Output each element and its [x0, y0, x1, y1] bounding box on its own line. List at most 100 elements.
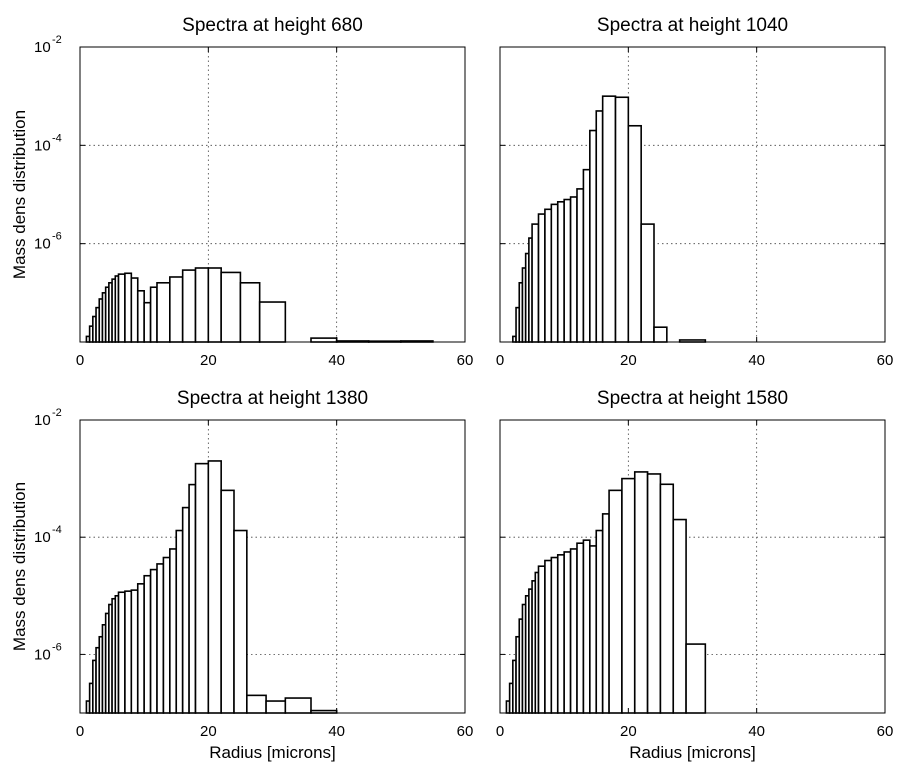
histogram-bar: [181, 506, 190, 714]
histogram-bar: [601, 513, 610, 714]
histogram-bar: [162, 556, 171, 714]
histogram-bar: [627, 124, 642, 343]
histogram-bar: [601, 95, 617, 343]
histogram-bar: [149, 568, 158, 714]
y-tick-base: 10: [34, 137, 51, 154]
y-tick-exponent: -4: [52, 524, 62, 536]
histogram-bar: [537, 213, 546, 343]
chart-title: Spectra at height 1380: [177, 388, 368, 409]
histogram-bar: [621, 477, 636, 714]
y-axis-label: Mass dens distribution: [10, 482, 29, 651]
y-tick-label: 10 -4: [34, 132, 62, 154]
y-tick-exponent: -4: [52, 132, 62, 144]
chart-panel-2: 0 20 40 60 Spectra at height 1040: [496, 15, 894, 369]
histogram-bar: [284, 697, 312, 714]
histogram-bar: [563, 198, 572, 343]
y-tick-label: 10 -2: [34, 34, 62, 56]
histogram-bar: [672, 518, 687, 714]
x-tick-label: 20: [620, 352, 637, 369]
y-tick-base: 10: [34, 412, 51, 429]
x-tick-label: 40: [328, 723, 345, 740]
y-axis-label: Mass dens distribution: [10, 110, 29, 279]
x-axis-label: Radius [microns]: [209, 743, 336, 762]
histogram-bar: [143, 574, 152, 714]
histogram-bar: [175, 529, 184, 714]
histogram-bar: [640, 223, 655, 343]
histogram-bar: [595, 529, 604, 714]
histogram-bar: [194, 462, 210, 714]
histogram-bar: [556, 554, 565, 714]
axes-frame: [79, 46, 466, 343]
histogram-bar: [220, 271, 242, 343]
histogram-bar: [207, 460, 222, 714]
histogram-bar: [569, 548, 578, 714]
chart-title: Spectra at height 680: [182, 15, 363, 36]
x-tick-label: 60: [877, 723, 894, 740]
histogram-bar: [265, 700, 287, 714]
histogram-bar: [130, 589, 139, 714]
y-tick-label: 10 -6: [34, 231, 62, 253]
histogram-bar: [169, 548, 178, 714]
histogram-bar: [310, 337, 338, 343]
chart-panel-4: 0 20 40 60 Spectra at height 1580 Radius [mic…: [496, 388, 894, 762]
histogram-bar: [589, 545, 598, 714]
histogram-bar: [633, 471, 649, 714]
x-tick-label: 40: [748, 723, 765, 740]
histogram-bar: [556, 201, 565, 343]
x-tick-label: 20: [620, 723, 637, 740]
histogram-bar: [194, 267, 210, 343]
y-tick-base: 10: [34, 646, 51, 663]
histogram-bar: [582, 168, 591, 343]
histogram-bar: [537, 565, 546, 714]
histogram-bar: [608, 489, 623, 714]
chart-title: Spectra at height 1040: [597, 15, 788, 36]
histogram-bar: [569, 196, 578, 343]
y-tick-exponent: -2: [52, 407, 62, 419]
x-tick-label: 60: [877, 352, 894, 369]
histogram-bar: [589, 129, 598, 343]
y-tick-exponent: -6: [52, 231, 62, 243]
x-tick-label: 20: [200, 352, 217, 369]
histogram-bar: [653, 326, 668, 343]
y-tick-base: 10: [34, 236, 51, 253]
histogram-bar: [595, 110, 604, 343]
x-tick-label: 0: [496, 723, 504, 740]
y-tick-base: 10: [34, 529, 51, 546]
axes-frame: [499, 46, 886, 343]
histogram-bar: [117, 591, 126, 714]
histogram-bar: [124, 590, 133, 714]
y-tick-exponent: -2: [52, 34, 62, 46]
x-axis-label: Radius [microns]: [629, 743, 756, 762]
histogram-bar: [258, 301, 287, 343]
histogram-bar: [169, 276, 184, 343]
histogram-bar: [646, 473, 662, 714]
histogram-bar: [181, 269, 197, 343]
x-tick-label: 40: [748, 352, 765, 369]
histogram-bar: [117, 273, 126, 343]
x-tick-label: 0: [76, 352, 84, 369]
x-tick-label: 60: [457, 723, 474, 740]
histogram-bar: [233, 529, 248, 714]
histogram-bar: [246, 694, 267, 714]
axes-frame: [79, 419, 466, 714]
x-tick-label: 40: [328, 352, 345, 369]
histogram-bar: [550, 203, 559, 343]
histogram-bar: [130, 277, 139, 343]
y-tick-label: 10 -6: [34, 641, 62, 663]
y-tick-label: 10 -4: [34, 524, 62, 546]
histogram-bar: [544, 208, 553, 343]
histogram-bar: [582, 539, 591, 714]
chart-title: Spectra at height 1580: [597, 388, 788, 409]
histogram-bar: [156, 281, 171, 343]
histogram-bar: [156, 563, 165, 714]
histogram-bar: [136, 289, 145, 343]
y-tick-label: 10 -2: [34, 407, 62, 429]
x-tick-label: 0: [496, 352, 504, 369]
histogram-bar: [685, 643, 707, 714]
histogram-bar: [563, 551, 572, 714]
y-tick-exponent: -6: [52, 641, 62, 653]
histogram-bar: [614, 96, 630, 343]
